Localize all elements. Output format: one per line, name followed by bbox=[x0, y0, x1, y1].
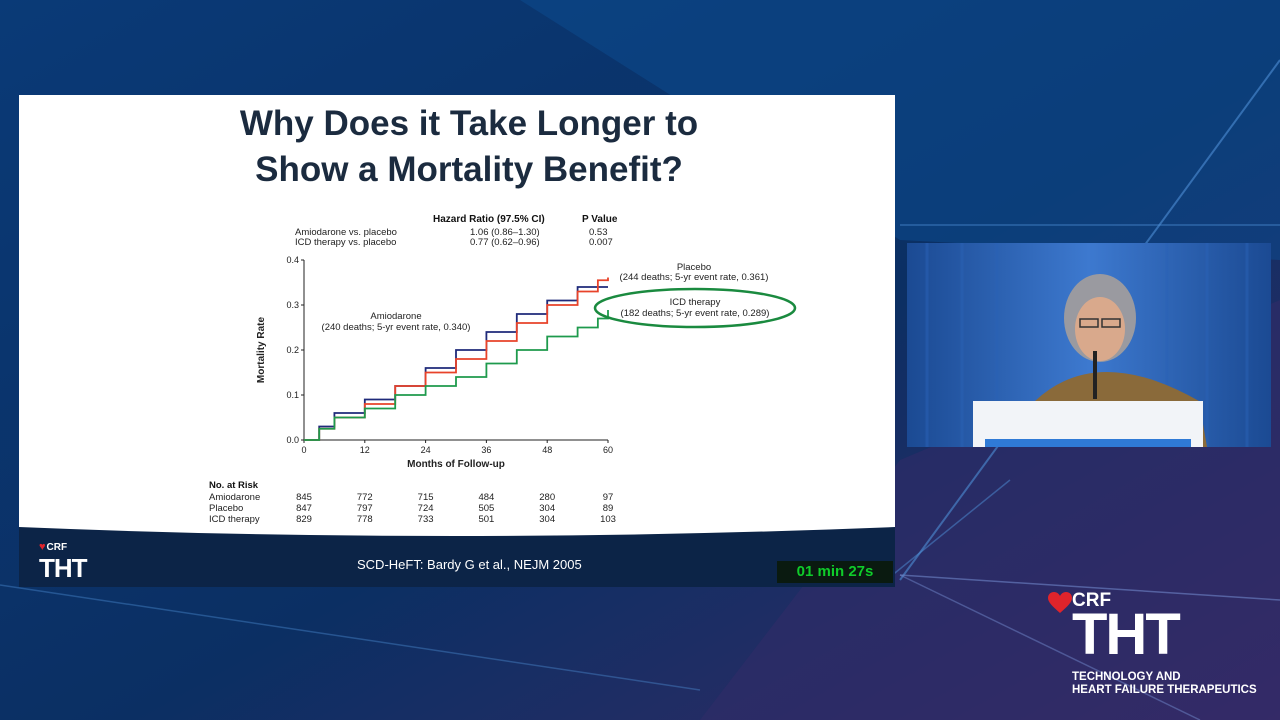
tagline-line1: TECHNOLOGY AND bbox=[1072, 671, 1181, 683]
hazard-row-p: 0.007 bbox=[589, 237, 613, 248]
x-tick-label: 36 bbox=[481, 445, 491, 455]
risk-cell: 280 bbox=[539, 492, 555, 503]
risk-cell: 304 bbox=[539, 503, 555, 514]
slide-title-line1: Why Does it Take Longer to bbox=[239, 104, 699, 143]
x-tick-label: 0 bbox=[301, 445, 306, 455]
risk-table-title: No. at Risk bbox=[209, 480, 259, 491]
y-axis-label: Mortality Rate bbox=[256, 317, 267, 384]
x-tick-label: 48 bbox=[542, 445, 552, 455]
risk-cell: 847 bbox=[296, 503, 312, 514]
risk-cell: 89 bbox=[603, 503, 614, 514]
y-tick-label: 0.3 bbox=[286, 300, 299, 310]
hazard-row-label: Amiodarone vs. placebo bbox=[295, 227, 397, 238]
hazard-row-hr: 1.06 (0.86–1.30) bbox=[470, 227, 540, 238]
small-tht-text: THT bbox=[39, 553, 88, 583]
risk-cell: 778 bbox=[357, 514, 373, 525]
series-label-icd-name: ICD therapy bbox=[670, 297, 721, 308]
hazard-row-hr: 0.77 (0.62–0.96) bbox=[470, 237, 540, 248]
risk-cell: 501 bbox=[478, 514, 494, 525]
risk-cell: 103 bbox=[600, 514, 616, 525]
hazard-ratio-table: Hazard Ratio (97.5% CI) P Value Amiodaro… bbox=[295, 214, 618, 248]
risk-row-label: ICD therapy bbox=[209, 514, 260, 525]
risk-cell: 484 bbox=[478, 492, 494, 503]
presentation-slide: Why Does it Take Longer to Show a Mortal… bbox=[19, 95, 895, 587]
risk-row-label: Placebo bbox=[209, 503, 243, 514]
heart-icon: ♥ bbox=[39, 541, 46, 553]
icd-highlight-circle bbox=[593, 287, 797, 329]
mortality-chart: Hazard Ratio (97.5% CI) P Value Amiodaro… bbox=[209, 214, 797, 525]
series-label-placebo-name: Placebo bbox=[677, 262, 711, 273]
x-tick-label: 12 bbox=[360, 445, 370, 455]
hazard-col1-header: Hazard Ratio (97.5% CI) bbox=[433, 214, 545, 225]
x-tick-label: 24 bbox=[421, 445, 431, 455]
hazard-row-p: 0.53 bbox=[589, 227, 608, 238]
risk-cell: 304 bbox=[539, 514, 555, 525]
risk-cell: 772 bbox=[357, 492, 373, 503]
risk-row-label: Amiodarone bbox=[209, 492, 260, 503]
risk-cell: 733 bbox=[418, 514, 434, 525]
small-crf-tht-logo: ♥CRF THT bbox=[39, 537, 88, 583]
series-line-placebo bbox=[304, 277, 609, 441]
series-label-icd-detail: (182 deaths; 5-yr event rate, 0.289) bbox=[621, 308, 770, 319]
slide-title-line2: Show a Mortality Benefit? bbox=[255, 150, 683, 189]
chart-series bbox=[304, 277, 609, 441]
slide-citation: SCD-HeFT: Bardy G et al., NEJM 2005 bbox=[357, 557, 582, 572]
x-axis-label: Months of Follow-up bbox=[407, 459, 505, 470]
tht-text: THT bbox=[1072, 602, 1181, 667]
x-tick-label: 60 bbox=[603, 445, 613, 455]
risk-cell: 845 bbox=[296, 492, 312, 503]
slide-title: Why Does it Take Longer to Show a Mortal… bbox=[19, 101, 895, 193]
risk-cell: 829 bbox=[296, 514, 312, 525]
hazard-col2-header: P Value bbox=[582, 214, 618, 225]
hazard-row-label: ICD therapy vs. placebo bbox=[295, 237, 396, 248]
heart-icon bbox=[1048, 592, 1072, 613]
risk-cell: 505 bbox=[478, 503, 494, 514]
series-label-placebo-detail: (244 deaths; 5-yr event rate, 0.361) bbox=[620, 272, 769, 283]
risk-cell: 97 bbox=[603, 492, 614, 503]
tagline-line2: HEART FAILURE THERAPEUTICS bbox=[1072, 684, 1257, 696]
y-tick-label: 0.0 bbox=[286, 435, 299, 445]
y-tick-label: 0.4 bbox=[286, 255, 299, 265]
slide-footer bbox=[19, 527, 895, 587]
small-crf-text: CRF bbox=[46, 542, 68, 553]
y-tick-label: 0.2 bbox=[286, 345, 299, 355]
chart-axes: 0 12 24 36 48 60 0.0 0.1 0.2 0.3 0.4 Months of Foll… bbox=[256, 255, 613, 470]
y-tick-label: 0.1 bbox=[286, 390, 299, 400]
series-line-icd-therapy bbox=[304, 309, 609, 441]
risk-cell: 797 bbox=[357, 503, 373, 514]
series-labels: Amiodarone (240 deaths; 5-yr event rate,… bbox=[322, 262, 797, 333]
speaker-video-frame bbox=[907, 243, 1271, 447]
risk-cell: 715 bbox=[418, 492, 434, 503]
countdown-timer: 01 min 27s bbox=[777, 561, 893, 583]
series-label-amiodarone-detail: (240 deaths; 5-yr event rate, 0.340) bbox=[322, 322, 471, 333]
series-label-amiodarone-name: Amiodarone bbox=[370, 311, 421, 322]
crf-text: CRF bbox=[1072, 590, 1112, 611]
risk-cell: 724 bbox=[418, 503, 434, 514]
speaker-video bbox=[907, 243, 1271, 447]
footer-band bbox=[19, 527, 895, 587]
